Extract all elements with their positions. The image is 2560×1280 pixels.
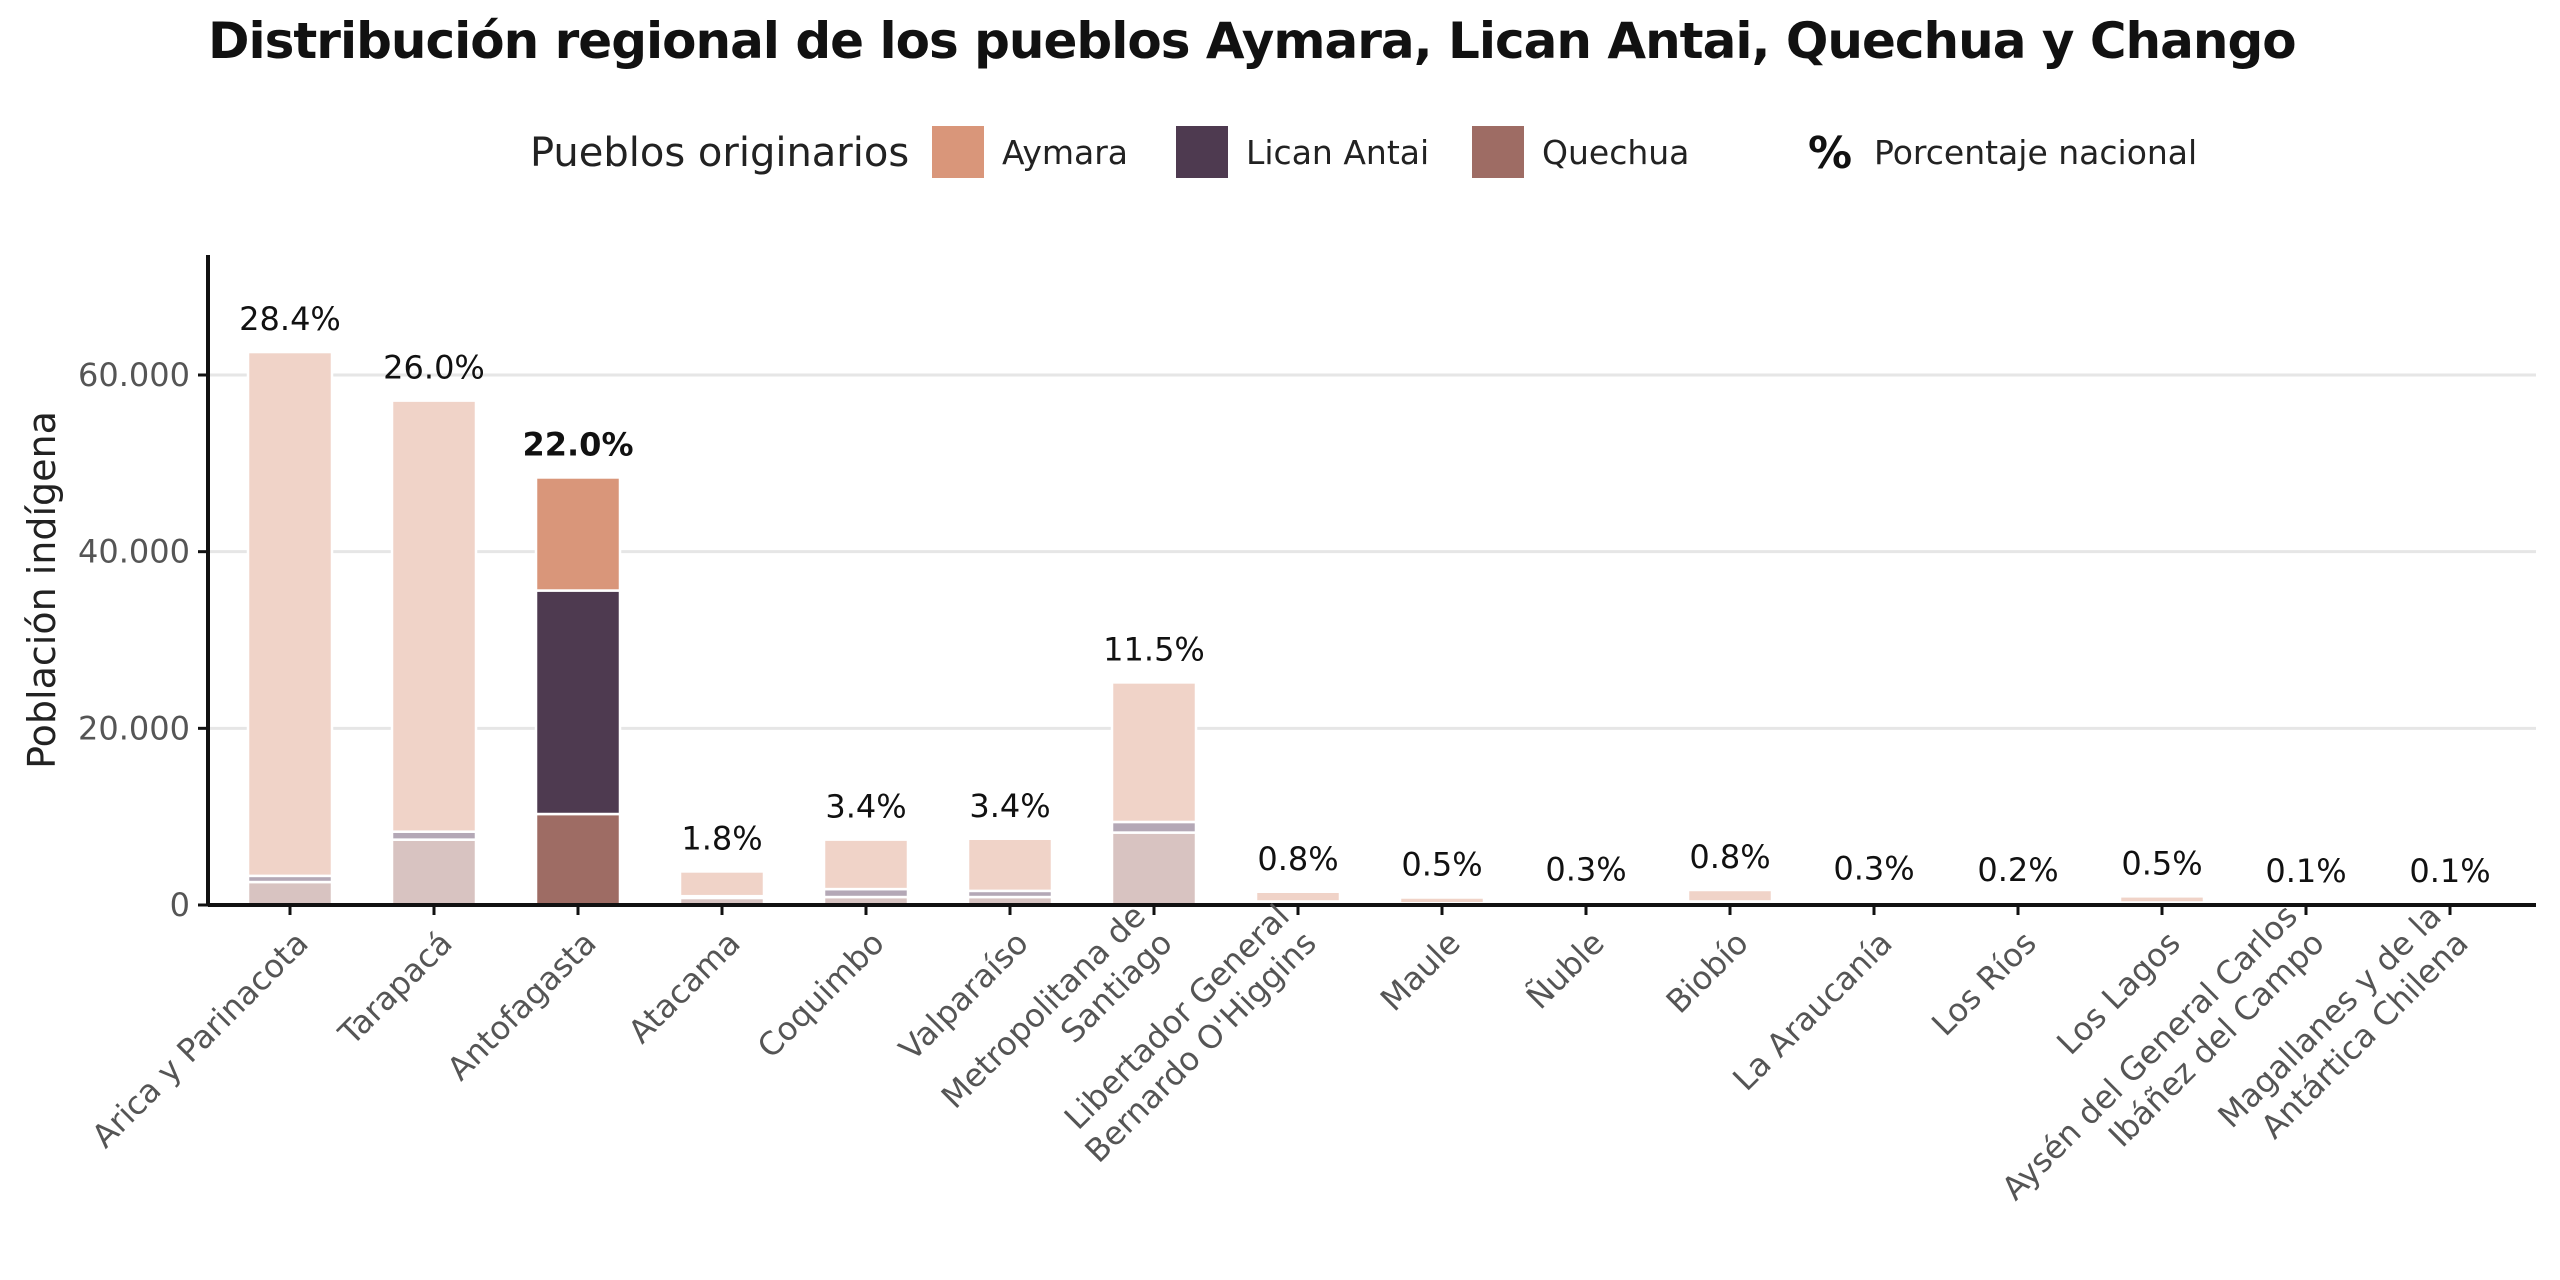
bar-segment-quechua bbox=[1110, 831, 1198, 907]
percent-label: 11.5% bbox=[1103, 630, 1205, 668]
percent-label: 3.4% bbox=[969, 787, 1050, 825]
legend-swatch-lican-antai bbox=[1176, 126, 1228, 178]
percent-label: 0.1% bbox=[2265, 852, 2346, 890]
percent-label: 26.0% bbox=[383, 349, 485, 387]
legend: Pueblos originarios Aymara Lican Antai Quec… bbox=[530, 126, 2197, 179]
x-tick-label: Biobío bbox=[1659, 924, 1756, 1021]
percent-label: 0.3% bbox=[1545, 850, 1626, 888]
percent-label: 22.0% bbox=[522, 425, 633, 463]
bar-segment-aymara bbox=[678, 870, 766, 898]
bar-segment-lican-antai bbox=[534, 589, 622, 816]
bar-segment-aymara bbox=[390, 399, 478, 833]
legend-label: Aymara bbox=[1002, 133, 1128, 172]
bar-segment-aymara bbox=[1254, 890, 1342, 903]
bar-segment-aymara bbox=[2118, 895, 2206, 904]
legend-label: Lican Antai bbox=[1246, 133, 1429, 172]
legend-percent-symbol: % bbox=[1808, 128, 1852, 179]
y-tick-label: 40.000 bbox=[78, 533, 190, 571]
legend-swatch-aymara bbox=[932, 126, 984, 178]
x-tick-label: Arica y Parinacota bbox=[84, 924, 315, 1155]
bar-segment-lican-antai bbox=[1110, 820, 1198, 834]
bar-segment-aymara bbox=[966, 837, 1054, 893]
bar-segment-aymara bbox=[534, 476, 622, 592]
percent-label: 0.3% bbox=[1833, 849, 1914, 887]
x-tick-label: Maule bbox=[1373, 924, 1468, 1019]
percent-label: 1.8% bbox=[681, 819, 762, 857]
legend-label: Quechua bbox=[1542, 133, 1689, 172]
bar-segment-quechua bbox=[246, 880, 334, 907]
legend-percent-label: Porcentaje nacional bbox=[1874, 133, 2197, 172]
percent-label: 0.8% bbox=[1257, 840, 1338, 878]
bar-segment-aymara bbox=[246, 350, 334, 878]
bar-segment-quechua bbox=[534, 812, 622, 907]
bar-segment-aymara bbox=[1686, 888, 1774, 903]
bar-segment-aymara bbox=[1110, 681, 1198, 824]
bar-segment-aymara bbox=[1398, 896, 1486, 905]
x-tick-label: Tarapacá bbox=[330, 924, 459, 1053]
percent-label: 3.4% bbox=[825, 788, 906, 826]
x-tick-label: Antofagasta bbox=[440, 924, 604, 1088]
percent-label: 0.5% bbox=[1401, 845, 1482, 883]
y-tick-label: 60.000 bbox=[78, 356, 190, 394]
y-tick-label: 0 bbox=[170, 886, 190, 924]
percent-label: 0.8% bbox=[1689, 838, 1770, 876]
x-tick-label: Atacama bbox=[621, 924, 748, 1051]
percent-label: 0.5% bbox=[2121, 844, 2202, 882]
percent-label: 28.4% bbox=[239, 300, 341, 338]
chart-title: Distribución regional de los pueblos Aym… bbox=[208, 12, 2297, 70]
y-axis-title: Población indígena bbox=[20, 411, 64, 769]
x-tick-label: Los Ríos bbox=[1924, 924, 2044, 1044]
bars bbox=[246, 350, 2494, 907]
x-tick-label: Ñuble bbox=[1519, 924, 1612, 1017]
percent-label: 0.2% bbox=[1977, 851, 2058, 889]
y-tick-label: 20.000 bbox=[78, 709, 190, 747]
x-tick-label: Coquimbo bbox=[750, 924, 892, 1066]
legend-title: Pueblos originarios bbox=[530, 130, 909, 176]
labels: 28.4% 26.0% 22.0% 1.8% 3.4% 3.4% 11.5% 0.8% 0.5%… bbox=[239, 300, 2490, 890]
bar-segment-quechua bbox=[390, 838, 478, 907]
bar-segment-aymara bbox=[822, 838, 910, 891]
legend-swatch-quechua bbox=[1472, 126, 1524, 178]
percent-label: 0.1% bbox=[2409, 852, 2490, 890]
